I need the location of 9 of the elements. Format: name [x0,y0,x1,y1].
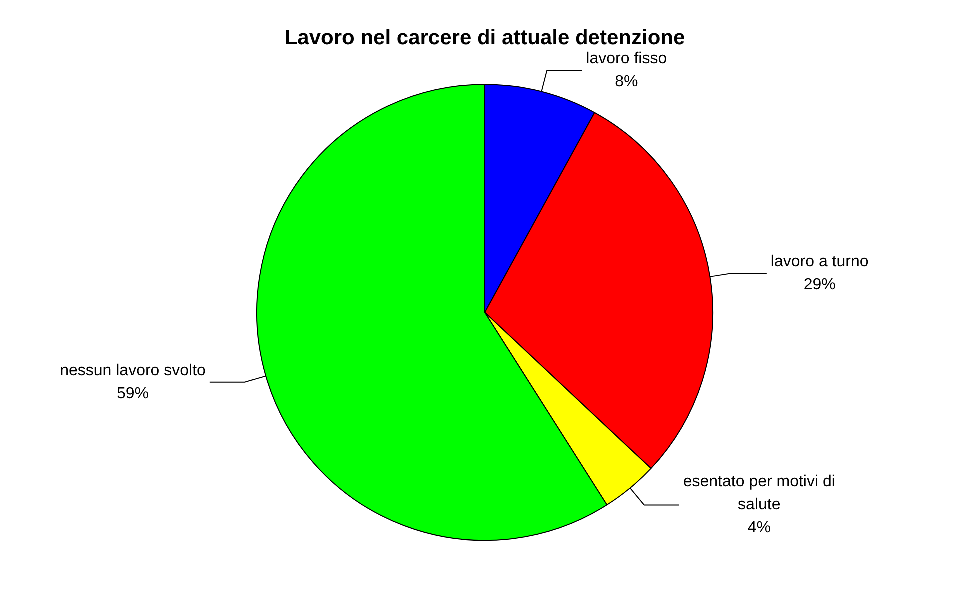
slice-label: lavoro a turno [770,253,869,270]
slice-label: esentato per motivi di salute [683,474,836,514]
data-label: 4% [748,520,771,537]
data-label: 59% [116,385,150,402]
data-label: 29% [804,276,836,294]
data-label: 8% [615,73,638,90]
chart-title: Lavoro nel carcere di attuale detenzione [284,26,686,50]
slice-label: nessun lavoro svolto [60,362,206,380]
slice-label: lavoro fisso [586,50,668,68]
